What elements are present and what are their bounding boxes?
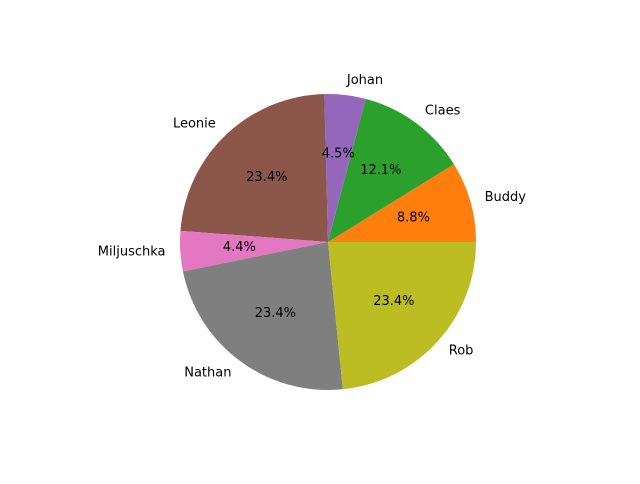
pie-slice-claes — [328, 98, 454, 242]
pie-slice-rob — [328, 242, 476, 390]
slice-percent-nathan: 23.4% — [255, 306, 296, 321]
slice-label-nathan: Nathan — [184, 366, 231, 381]
slice-label-rob: Rob — [449, 344, 474, 359]
slice-percent-leonie: 23.4% — [246, 170, 287, 185]
slice-label-miljuschka: Miljuschka — [98, 245, 166, 260]
slice-label-claes: Claes — [425, 104, 461, 119]
labels-layer: Buddy 8.8% Claes 12.1% Johan 4.5% Leonie 23.4% M… — [98, 73, 526, 381]
slice-label-leonie: Leonie — [173, 117, 216, 132]
pie-slice-buddy — [328, 164, 476, 242]
slice-percent-johan: 4.5% — [322, 146, 355, 161]
slice-percent-miljuschka: 4.4% — [223, 240, 256, 255]
slice-percent-rob: 23.4% — [373, 294, 414, 309]
slice-label-johan: Johan — [346, 73, 383, 88]
slice-label-buddy: Buddy — [485, 190, 527, 205]
pie-slice-nathan — [182, 242, 343, 390]
slice-percent-claes: 12.1% — [360, 163, 401, 178]
pie-slice-miljuschka — [180, 230, 328, 272]
pie-slice-johan — [324, 94, 366, 242]
slice-percent-buddy: 8.8% — [397, 210, 430, 225]
pie-slice-leonie — [180, 94, 328, 242]
slices-layer — [180, 94, 476, 390]
